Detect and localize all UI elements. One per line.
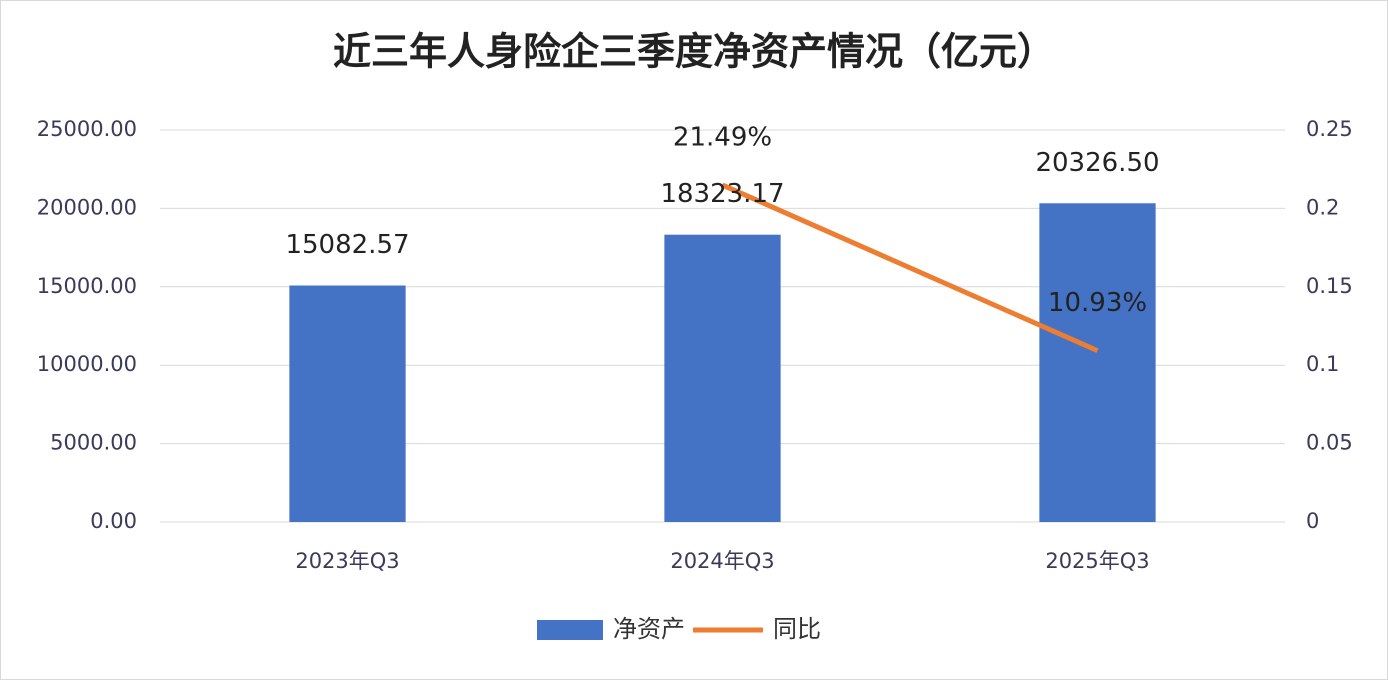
chart-title: 近三年人身险企三季度净资产情况（亿元） bbox=[333, 29, 1055, 74]
y2-tick-label: 0.25 bbox=[1306, 117, 1353, 141]
legend-swatch bbox=[537, 620, 603, 640]
y-tick-label: 15000.00 bbox=[37, 274, 137, 298]
y-tick-label: 0.00 bbox=[90, 509, 137, 533]
y-tick-label: 5000.00 bbox=[50, 431, 137, 455]
line bbox=[721, 182, 1099, 353]
data-label: 10.93% bbox=[1048, 288, 1147, 318]
bar bbox=[289, 285, 406, 522]
x-tick-label: 2024年Q3 bbox=[670, 549, 774, 573]
data-label: 15082.57 bbox=[285, 230, 409, 260]
y2-tick-label: 0.15 bbox=[1306, 274, 1353, 298]
legend-label: 净资产 bbox=[613, 615, 685, 643]
y2-tick-label: 0.1 bbox=[1306, 352, 1339, 376]
data-label: 20326.50 bbox=[1035, 148, 1159, 178]
x-tick-label: 2023年Q3 bbox=[295, 549, 399, 573]
y2-tick-label: 0.2 bbox=[1306, 195, 1339, 219]
data-label: 18323.17 bbox=[660, 179, 784, 209]
y-tick-label: 20000.00 bbox=[37, 195, 137, 219]
data-label: 21.49% bbox=[673, 123, 772, 153]
bar bbox=[664, 234, 781, 522]
x-tick-label: 2025年Q3 bbox=[1045, 549, 1149, 573]
legend-label: 同比 bbox=[773, 615, 821, 643]
y-tick-label: 25000.00 bbox=[37, 117, 137, 141]
y-tick-label: 10000.00 bbox=[37, 352, 137, 376]
y2-tick-label: 0.05 bbox=[1306, 431, 1353, 455]
bar bbox=[1039, 203, 1156, 522]
y2-tick-label: 0 bbox=[1306, 509, 1319, 533]
